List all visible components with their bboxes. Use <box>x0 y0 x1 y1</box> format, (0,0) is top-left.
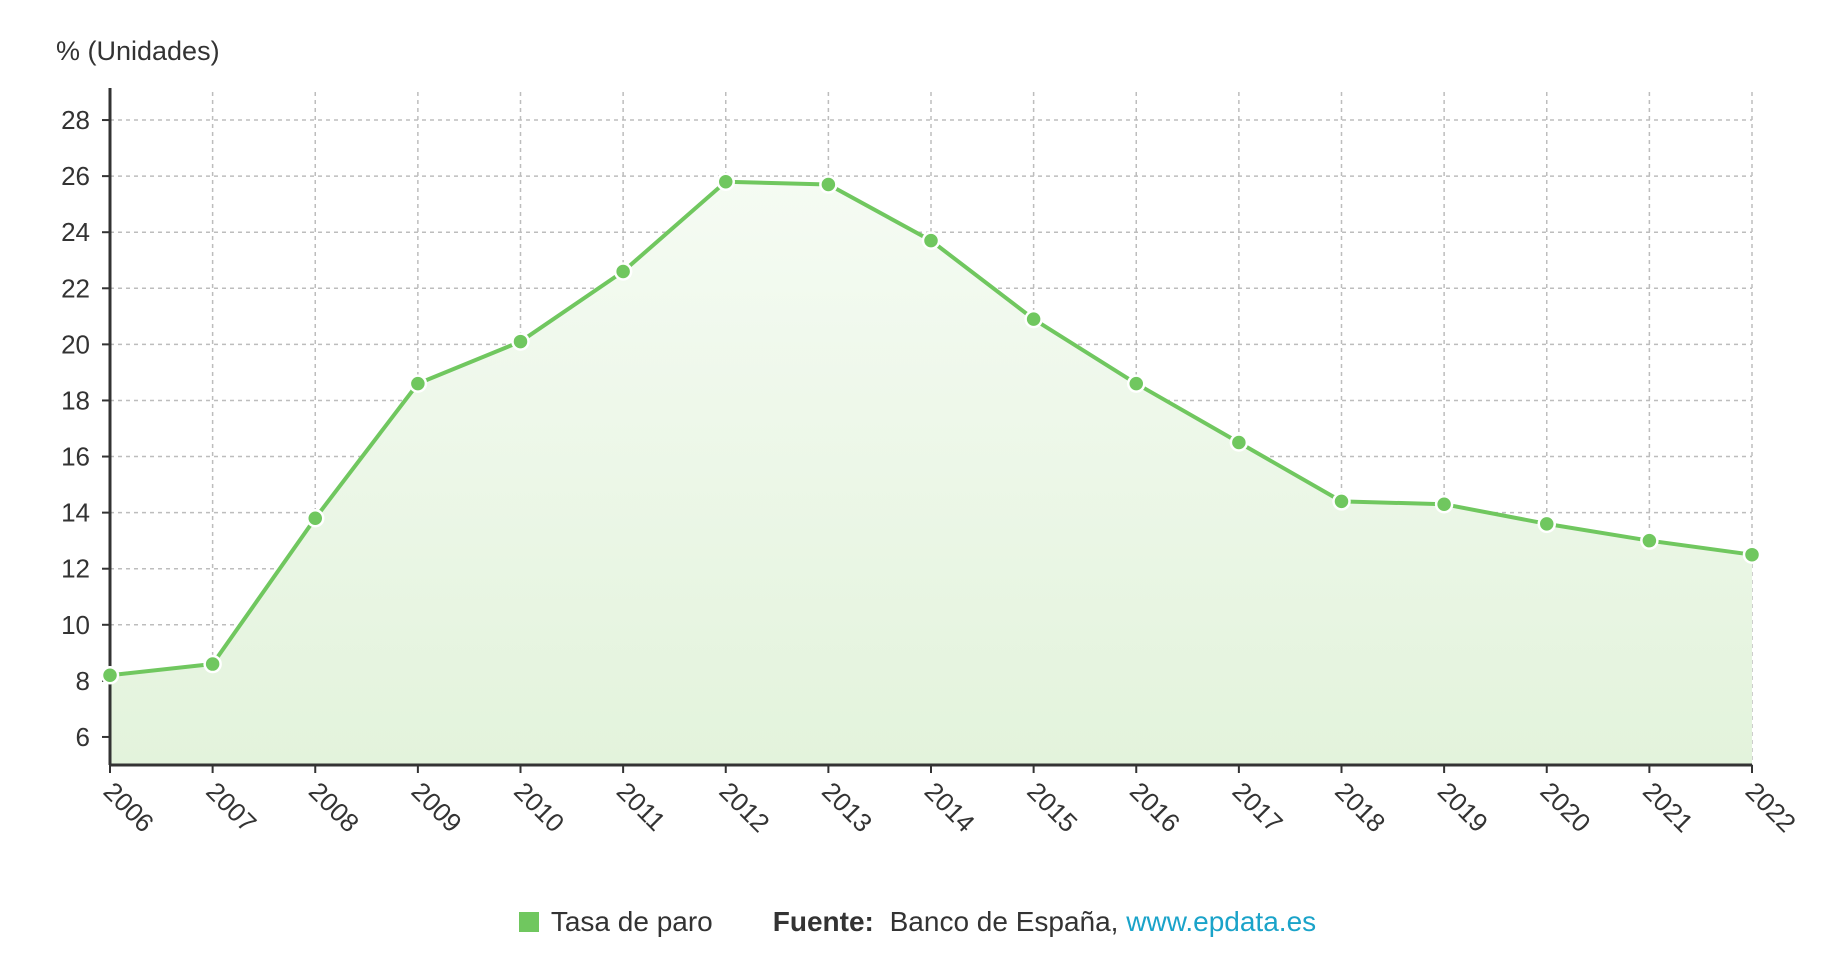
y-tick-label: 26 <box>61 161 90 191</box>
data-point <box>716 172 735 191</box>
data-point <box>1332 492 1351 511</box>
y-tick-label: 16 <box>61 442 90 472</box>
y-tick-label: 10 <box>61 610 90 640</box>
data-point <box>203 654 222 674</box>
legend-label: Tasa de paro <box>550 906 713 937</box>
y-tick-label: 22 <box>61 273 90 303</box>
data-point <box>1024 309 1043 329</box>
x-tick-label: 2019 <box>1432 776 1494 838</box>
source: Fuente: Banco de España, www.epdata.es <box>773 906 1316 938</box>
x-tick-label: 2006 <box>98 776 160 838</box>
data-point <box>819 175 838 194</box>
x-axis-ticks: 2006 2007 2008 2009 2010 2011 2012 2013 2014 2015… <box>98 765 1802 838</box>
data-point <box>613 262 633 281</box>
y-tick-label: 14 <box>61 498 90 528</box>
y-tick-label: 24 <box>61 217 90 247</box>
y-tick-label: 18 <box>61 385 90 415</box>
area-fill <box>110 181 1752 765</box>
x-tick-label: 2010 <box>508 776 570 838</box>
area-fill-path <box>110 181 1752 765</box>
data-point <box>1640 531 1659 550</box>
data-point <box>1742 545 1762 564</box>
source-link[interactable]: www.epdata.es <box>1126 906 1317 937</box>
data-point <box>408 374 428 393</box>
data-point <box>921 231 941 250</box>
x-tick-label: 2021 <box>1637 776 1699 838</box>
x-tick-label: 2013 <box>816 776 878 838</box>
x-tick-label: 2014 <box>919 776 981 838</box>
chart-footer: Tasa de paro Fuente: Banco de España, ww… <box>0 898 1835 946</box>
data-point <box>511 332 530 351</box>
x-tick-label: 2016 <box>1124 776 1186 838</box>
x-tick-label: 2018 <box>1329 776 1391 838</box>
series-points <box>100 172 1762 685</box>
y-unit-label: % (Unidades) <box>56 36 220 66</box>
x-tick-label: 2008 <box>303 776 365 838</box>
y-tick-label: 20 <box>61 329 90 359</box>
y-tick-label: 12 <box>61 554 90 584</box>
y-axis-ticks: 6 8 10 12 14 16 18 20 22 24 26 28 <box>61 105 110 752</box>
legend-swatch <box>518 912 539 932</box>
data-point <box>1434 494 1454 514</box>
data-point <box>306 508 325 528</box>
source-prefix: Fuente: <box>772 906 874 937</box>
y-tick-label: 8 <box>76 666 90 696</box>
y-tick-label: 6 <box>76 722 90 752</box>
x-tick-label: 2011 <box>611 776 672 837</box>
data-point <box>1127 374 1146 393</box>
x-tick-label: 2020 <box>1535 776 1597 838</box>
x-tick-label: 2015 <box>1021 776 1083 838</box>
data-point <box>100 666 120 685</box>
legend-item[interactable]: Tasa de paro <box>518 906 713 938</box>
source-text: Banco de España, <box>889 906 1119 937</box>
x-tick-label: 2017 <box>1227 776 1289 838</box>
x-tick-label: 2009 <box>406 776 468 838</box>
x-tick-label: 2012 <box>714 776 776 838</box>
x-tick-label: 2022 <box>1740 776 1802 838</box>
x-tick-label: 2007 <box>200 776 262 838</box>
y-tick-label: 28 <box>61 105 90 135</box>
data-point <box>1537 514 1556 534</box>
data-point <box>1229 433 1249 452</box>
